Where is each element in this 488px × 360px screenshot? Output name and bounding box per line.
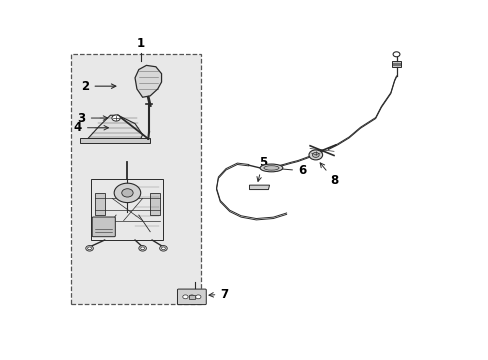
- Text: 3: 3: [78, 112, 107, 125]
- Circle shape: [85, 246, 93, 251]
- Text: 1: 1: [136, 37, 144, 50]
- Circle shape: [392, 52, 399, 57]
- Circle shape: [183, 295, 188, 299]
- Ellipse shape: [264, 166, 279, 170]
- Circle shape: [122, 189, 133, 197]
- Circle shape: [159, 246, 167, 251]
- Polygon shape: [249, 185, 269, 190]
- Polygon shape: [87, 115, 142, 139]
- Circle shape: [139, 246, 146, 251]
- FancyBboxPatch shape: [92, 217, 115, 237]
- Text: 2: 2: [81, 80, 116, 93]
- Text: 4: 4: [74, 121, 108, 134]
- Ellipse shape: [260, 164, 282, 172]
- Circle shape: [114, 183, 141, 203]
- Bar: [150, 193, 159, 215]
- Polygon shape: [135, 66, 161, 97]
- Circle shape: [112, 115, 120, 121]
- Bar: [91, 179, 163, 240]
- Bar: [391, 61, 400, 67]
- Circle shape: [312, 152, 319, 157]
- Bar: [70, 54, 201, 304]
- Circle shape: [161, 247, 165, 250]
- Text: 8: 8: [320, 163, 338, 187]
- Bar: [188, 295, 195, 299]
- Text: 5: 5: [256, 156, 266, 181]
- Circle shape: [141, 247, 144, 250]
- Circle shape: [195, 295, 201, 299]
- Circle shape: [87, 247, 91, 250]
- FancyBboxPatch shape: [177, 289, 206, 305]
- Bar: [95, 193, 104, 215]
- Circle shape: [189, 295, 194, 299]
- Text: 7: 7: [208, 288, 228, 301]
- Circle shape: [308, 150, 322, 160]
- Bar: [80, 138, 150, 143]
- Text: 6: 6: [273, 164, 305, 177]
